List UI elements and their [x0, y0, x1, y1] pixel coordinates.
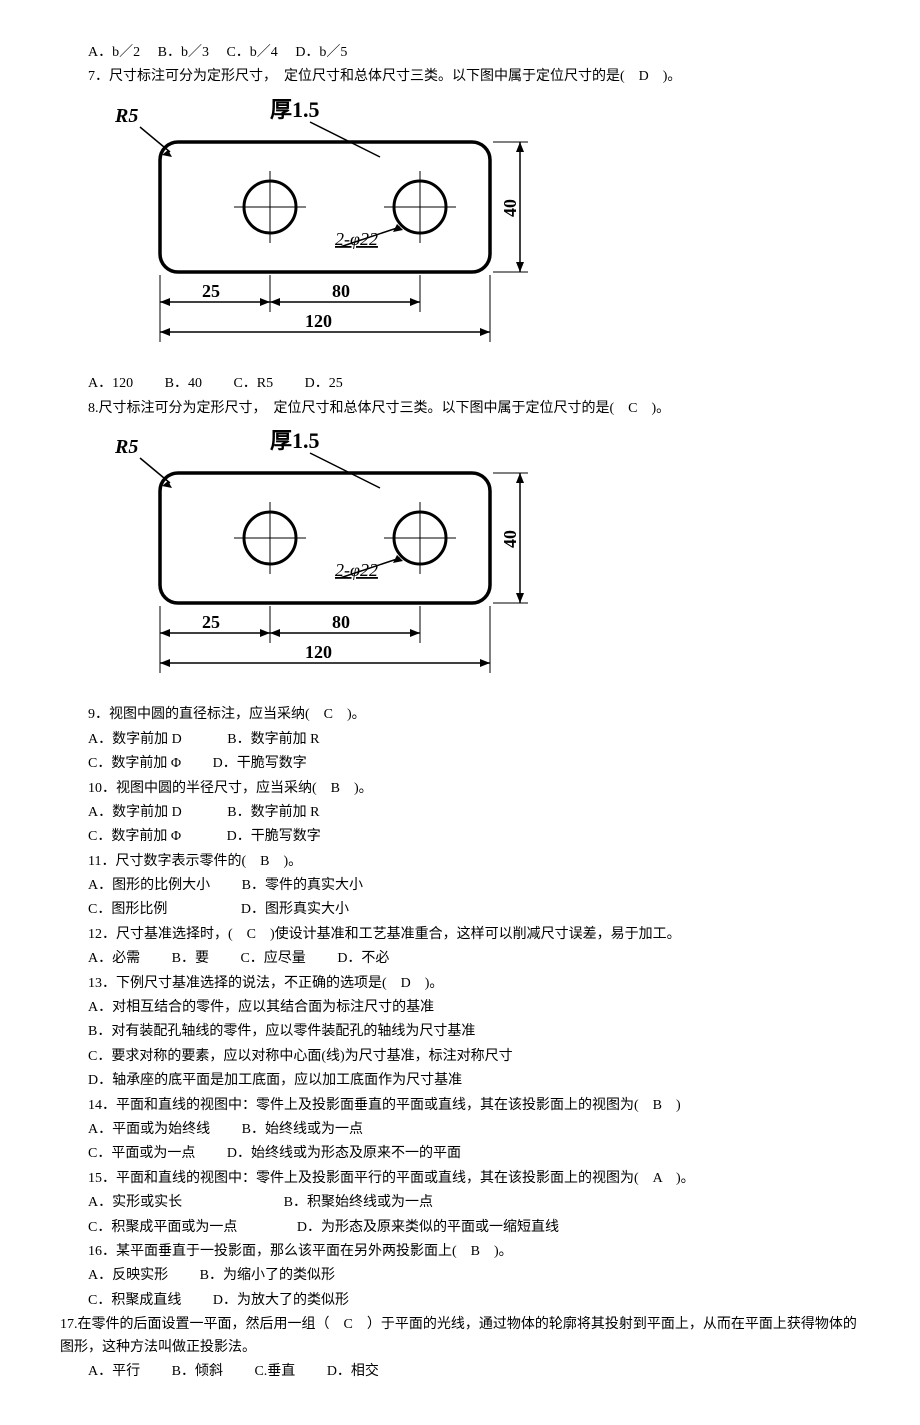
q17-opt-b: B．倾斜 — [172, 1364, 223, 1379]
q14-stem: 14．平面和直线的视图中：零件上及投影面垂直的平面或直线，其在该投影面上的视图为… — [60, 1095, 860, 1117]
q10-opts-cd: C．数字前加 Φ D．干脆写数字 — [60, 826, 860, 848]
q9-opt-d: D．干脆写数字 — [213, 756, 307, 771]
q16-opts-cd: C．积聚成直线 D．为放大了的类似形 — [60, 1290, 860, 1312]
q11-opts-ab: A．图形的比例大小 B．零件的真实大小 — [60, 875, 860, 897]
dim80: 80 — [332, 281, 350, 301]
q13-opt-b: B．对有装配孔轴线的零件，应以零件装配孔的轴线为尺寸基准 — [60, 1021, 860, 1043]
q12-opt-c: C．应尽量 — [240, 951, 305, 966]
q8-diagram: R5 厚1.5 2-φ22 25 80 120 40 — [110, 428, 860, 696]
q9-opts-ab: A．数字前加 D B．数字前加 R — [60, 729, 860, 751]
q11-stem: 11．尺寸数字表示零件的( B )。 — [60, 851, 860, 873]
q12-opt-d: D．不必 — [337, 951, 389, 966]
q16-stem: 16．某平面垂直于一投影面，那么该平面在另外两投影面上( B )。 — [60, 1241, 860, 1263]
q7-opt-a: A．120 — [88, 376, 133, 391]
q15-opt-b: B．积聚始终线或为一点 — [284, 1195, 433, 1210]
dim25: 25 — [202, 281, 220, 301]
q12-opts: A．必需 B．要 C．应尽量 D．不必 — [60, 948, 860, 970]
dim120: 120 — [305, 311, 332, 331]
q7-opt-b: B．40 — [165, 376, 202, 391]
phi-label-2: 2-φ22 — [335, 560, 378, 580]
q17-opts: A．平行 B．倾斜 C.垂直 D．相交 — [60, 1361, 860, 1383]
q12-stem: 12．尺寸基准选择时，( C )使设计基准和工艺基准重合，这样可以削减尺寸误差，… — [60, 924, 860, 946]
q8-stem: 8.尺寸标注可分为定形尺寸， 定位尺寸和总体尺寸三类。以下图中属于定位尺寸的是(… — [60, 398, 860, 420]
r5-label: R5 — [114, 105, 138, 127]
q17-opt-a: A．平行 — [88, 1364, 140, 1379]
thickness-label: 厚1.5 — [270, 97, 320, 122]
q11-opt-d: D．图形真实大小 — [241, 902, 349, 917]
q15-opt-d: D．为形态及原来类似的平面或一缩短直线 — [297, 1220, 559, 1235]
q9-opt-b: B．数字前加 R — [227, 732, 319, 747]
q17-opt-c: C.垂直 — [254, 1364, 295, 1379]
q10-opts-ab: A．数字前加 D B．数字前加 R — [60, 802, 860, 824]
q11-opts-cd: C．图形比例 D．图形真实大小 — [60, 899, 860, 921]
dim120-2: 120 — [305, 642, 332, 662]
q16-opt-b: B．为缩小了的类似形 — [200, 1268, 335, 1283]
q12-opt-a: A．必需 — [88, 951, 140, 966]
q16-opt-d: D．为放大了的类似形 — [213, 1293, 349, 1308]
q7-diagram: R5 厚1.5 2-φ22 25 80 120 40 — [110, 97, 860, 365]
q14-opts-cd: C．平面或为一点 D．始终线或为形态及原来不一的平面 — [60, 1143, 860, 1165]
q7-stem: 7．尺寸标注可分为定形尺寸， 定位尺寸和总体尺寸三类。以下图中属于定位尺寸的是(… — [60, 66, 860, 88]
thickness-label-2: 厚1.5 — [270, 428, 320, 453]
r5-label-2: R5 — [114, 436, 138, 458]
q16-opt-a: A．反映实形 — [88, 1268, 168, 1283]
q14-opts-ab: A．平面或为始终线 B．始终线或为一点 — [60, 1119, 860, 1141]
q6-opt-b: B．b／3 — [158, 45, 209, 60]
q15-opts-cd: C．积聚成平面或为一点 D．为形态及原来类似的平面或一缩短直线 — [60, 1217, 860, 1239]
q10-opt-b: B．数字前加 R — [227, 805, 319, 820]
q14-opt-d: D．始终线或为形态及原来不一的平面 — [227, 1146, 461, 1161]
q10-stem: 10．视图中圆的半径尺寸，应当采纳( B )。 — [60, 778, 860, 800]
dim40-2: 40 — [500, 530, 520, 548]
q14-opt-b: B．始终线或为一点 — [242, 1122, 363, 1137]
q12-opt-b: B．要 — [172, 951, 209, 966]
q7-options: A．120 B．40 C．R5 D．25 — [60, 373, 860, 395]
q17-stem: 17.在零件的后面设置一平面，然后用一组（ C ）于平面的光线，通过物体的轮廓将… — [60, 1314, 860, 1359]
dim80-2: 80 — [332, 612, 350, 632]
q15-opts-ab: A．实形或实长 B．积聚始终线或为一点 — [60, 1192, 860, 1214]
q7-opt-d: D．25 — [305, 376, 343, 391]
q7-opt-c: C．R5 — [233, 376, 273, 391]
q11-opt-a: A．图形的比例大小 — [88, 878, 210, 893]
q14-opt-a: A．平面或为始终线 — [88, 1122, 210, 1137]
q13-opt-c: C．要求对称的要素，应以对称中心面(线)为尺寸基准，标注对称尺寸 — [60, 1046, 860, 1068]
q15-opt-c: C．积聚成平面或为一点 — [88, 1220, 237, 1235]
dim25-2: 25 — [202, 612, 220, 632]
q14-opt-c: C．平面或为一点 — [88, 1146, 195, 1161]
q9-stem: 9．视图中圆的直径标注，应当采纳( C )。 — [60, 704, 860, 726]
q13-opt-a: A．对相互结合的零件，应以其结合面为标注尺寸的基准 — [60, 997, 860, 1019]
q9-opt-c: C．数字前加 Φ — [88, 756, 181, 771]
q10-opt-d: D．干脆写数字 — [227, 829, 321, 844]
q13-opt-d: D．轴承座的底平面是加工底面，应以加工底面作为尺寸基准 — [60, 1070, 860, 1092]
engineering-drawing-svg-2: R5 厚1.5 2-φ22 25 80 120 40 — [110, 428, 550, 688]
q10-opt-a: A．数字前加 D — [88, 805, 182, 820]
q9-opt-a: A．数字前加 D — [88, 732, 182, 747]
q16-opts-ab: A．反映实形 B．为缩小了的类似形 — [60, 1265, 860, 1287]
q16-opt-c: C．积聚成直线 — [88, 1293, 181, 1308]
phi-label: 2-φ22 — [335, 229, 378, 249]
q6-opt-a: A．b／2 — [88, 45, 140, 60]
q10-opt-c: C．数字前加 Φ — [88, 829, 181, 844]
q6-opt-c: C．b／4 — [226, 45, 277, 60]
q11-opt-b: B．零件的真实大小 — [242, 878, 363, 893]
q15-opt-a: A．实形或实长 — [88, 1195, 182, 1210]
q6-opt-d: D．b／5 — [295, 45, 347, 60]
q17-opt-d: D．相交 — [327, 1364, 379, 1379]
engineering-drawing-svg: R5 厚1.5 2-φ22 25 80 120 40 — [110, 97, 550, 357]
q13-stem: 13．下例尺寸基准选择的说法，不正确的选项是( D )。 — [60, 973, 860, 995]
q6-options: A．b／2 B．b／3 C．b／4 D．b／5 — [60, 42, 860, 64]
dim40: 40 — [500, 199, 520, 217]
q11-opt-c: C．图形比例 — [88, 902, 167, 917]
q15-stem: 15．平面和直线的视图中：零件上及投影面平行的平面或直线，其在该投影面上的视图为… — [60, 1168, 860, 1190]
q9-opts-cd: C．数字前加 Φ D．干脆写数字 — [60, 753, 860, 775]
